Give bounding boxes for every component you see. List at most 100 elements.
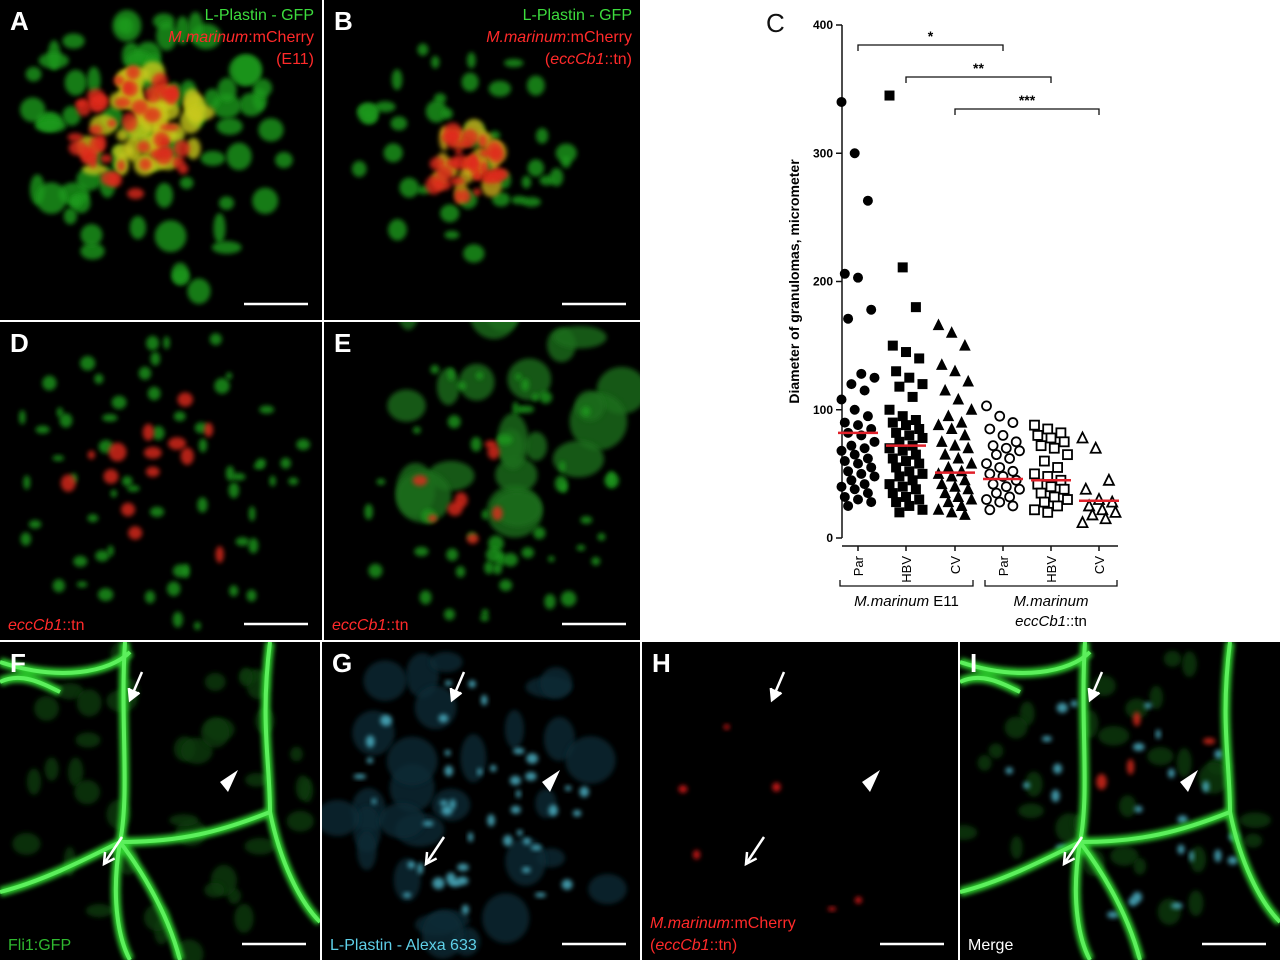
cell-blob	[175, 16, 190, 45]
cell-blob	[489, 764, 497, 772]
cell-blob	[59, 413, 73, 428]
data-point	[949, 439, 961, 451]
fluorescence	[678, 671, 880, 912]
caption-text: M.marinum	[168, 29, 248, 46]
caption-line: M.marinum:mCherry	[486, 29, 632, 46]
cell-blob	[447, 415, 461, 429]
fluorescence	[351, 43, 577, 263]
micrograph-panel: F Fli1:GFP	[0, 642, 320, 960]
cell-blob	[62, 33, 85, 49]
data-point	[942, 409, 955, 422]
cell-blob	[204, 672, 226, 692]
cell-blob	[204, 88, 221, 109]
cell-blob	[63, 207, 77, 225]
cell-blob	[399, 322, 417, 331]
data-point	[932, 503, 945, 515]
cell-blob	[552, 440, 605, 478]
cell-blob	[252, 78, 273, 98]
cell-blob	[432, 877, 445, 890]
data-point	[859, 385, 870, 396]
cell-blob	[475, 371, 484, 380]
data-point	[1007, 465, 1019, 477]
cell-blob	[407, 861, 416, 869]
cell-blob	[244, 837, 276, 855]
cell-blob	[468, 155, 478, 173]
cell-blob	[480, 694, 488, 706]
data-point	[884, 90, 895, 101]
data-point	[901, 456, 911, 467]
cell-blob	[467, 832, 474, 843]
data-point	[945, 505, 958, 518]
data-point	[914, 458, 925, 469]
data-point	[1035, 440, 1047, 452]
data-point	[1010, 474, 1022, 486]
cell-blob	[1053, 763, 1063, 774]
cell-blob	[468, 680, 476, 688]
data-point	[884, 479, 895, 490]
data-point	[1032, 429, 1044, 441]
cell-blob	[213, 213, 226, 244]
cell-blob	[52, 455, 65, 462]
cell-blob	[524, 431, 548, 461]
cell-blob	[597, 532, 606, 541]
cell-blob	[439, 799, 449, 806]
cell-blob	[534, 892, 547, 898]
data-point	[836, 96, 847, 107]
group-label-text: E11	[929, 593, 959, 610]
data-point	[1058, 436, 1070, 448]
cell-blob	[129, 215, 147, 240]
cell-blob	[62, 105, 81, 126]
data-point	[1048, 442, 1060, 454]
cell-blob	[204, 422, 214, 437]
data-point	[869, 436, 880, 447]
cell-blob	[549, 168, 564, 187]
cell-blob	[238, 92, 264, 117]
cell-blob	[521, 378, 530, 392]
cell-blob	[259, 405, 275, 414]
caption-text: ::tn	[62, 617, 84, 634]
cell-blob	[449, 798, 456, 810]
data-point	[866, 304, 877, 315]
data-point	[945, 469, 958, 482]
cell-blob	[402, 892, 412, 898]
cell-blob	[449, 176, 465, 186]
cell-blob	[371, 798, 377, 805]
data-point	[891, 366, 902, 377]
cell-blob	[827, 906, 837, 912]
cell-blob	[516, 829, 523, 836]
cell-blob	[107, 545, 114, 557]
cell-blob	[87, 514, 99, 523]
cell-blob	[504, 58, 524, 68]
micrograph-panel: HM.marinum:mCherry(eccCb1::tn)	[642, 642, 958, 960]
data-point	[965, 492, 978, 505]
cell-blob	[215, 546, 224, 563]
data-point	[901, 420, 911, 431]
caption-text: L-Plastin - GFP	[205, 7, 314, 24]
data-point	[914, 494, 925, 505]
cell-blob	[507, 358, 552, 401]
data-point	[952, 490, 965, 502]
panel-letter: H	[652, 648, 671, 678]
cell-blob	[112, 9, 142, 42]
cell-blob	[488, 80, 512, 97]
data-point	[1004, 453, 1015, 464]
data-point	[1029, 468, 1040, 480]
cell-blob	[446, 130, 459, 149]
cell-blob	[100, 154, 113, 163]
data-point	[949, 364, 961, 377]
data-point	[849, 404, 860, 415]
arrowhead	[542, 770, 560, 792]
cell-blob	[574, 390, 605, 422]
data-point	[859, 443, 870, 454]
cell-blob	[209, 333, 222, 346]
cell-blob	[151, 426, 165, 441]
cell-blob	[391, 69, 403, 91]
caption-text: (	[545, 51, 551, 68]
cell-blob	[1203, 737, 1216, 745]
cell-blob	[185, 137, 201, 160]
cell-blob	[110, 489, 118, 498]
panel-letter: I	[970, 648, 977, 678]
data-point	[901, 491, 911, 502]
cell-blob	[1189, 850, 1195, 862]
